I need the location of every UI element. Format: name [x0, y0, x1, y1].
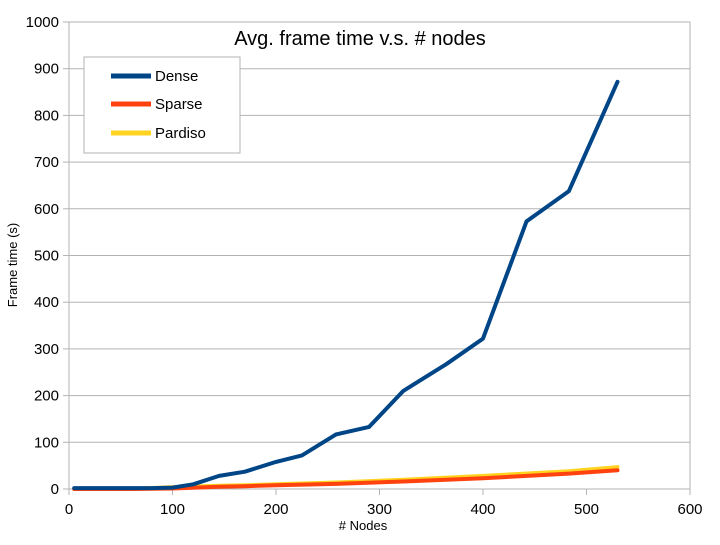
y-tick-label: 0	[51, 481, 59, 498]
legend-label-pardiso: Pardiso	[155, 125, 206, 142]
series-lines	[72, 79, 620, 491]
y-tick-label: 900	[34, 61, 59, 78]
x-tick-label: 200	[263, 501, 288, 518]
legend-label-sparse: Sparse	[155, 96, 203, 113]
y-axis-label: Frame time (s)	[5, 223, 20, 308]
y-tick-label: 100	[34, 434, 59, 451]
y-tick-label: 200	[34, 388, 59, 405]
y-tick-label: 600	[34, 201, 59, 218]
y-tick-label: 700	[34, 154, 59, 171]
y-tick-label: 300	[34, 341, 59, 358]
x-tick-label: 300	[367, 501, 392, 518]
y-tick-label: 1000	[26, 14, 59, 31]
legend-label-dense: Dense	[155, 68, 198, 85]
legend-box	[83, 56, 241, 154]
x-tick-label: 100	[160, 501, 185, 518]
x-tick-label: 0	[65, 501, 73, 518]
x-axis-label: # Nodes	[339, 518, 388, 533]
x-tick-label: 400	[470, 501, 495, 518]
legend: Dense Sparse Pardiso	[83, 56, 241, 154]
y-tick-label: 500	[34, 248, 59, 265]
y-axis-ticks: 0 100 200 300 400 500 600 700 800 900 1000	[26, 14, 69, 498]
series-line-dense	[72, 79, 620, 491]
x-tick-label: 600	[677, 501, 702, 518]
x-tick-label: 500	[574, 501, 599, 518]
y-tick-label: 400	[34, 294, 59, 311]
y-tick-label: 800	[34, 107, 59, 124]
chart-title: Avg. frame time v.s. # nodes	[234, 28, 486, 50]
x-axis-ticks: 0 100 200 300 400 500 600	[65, 489, 703, 518]
